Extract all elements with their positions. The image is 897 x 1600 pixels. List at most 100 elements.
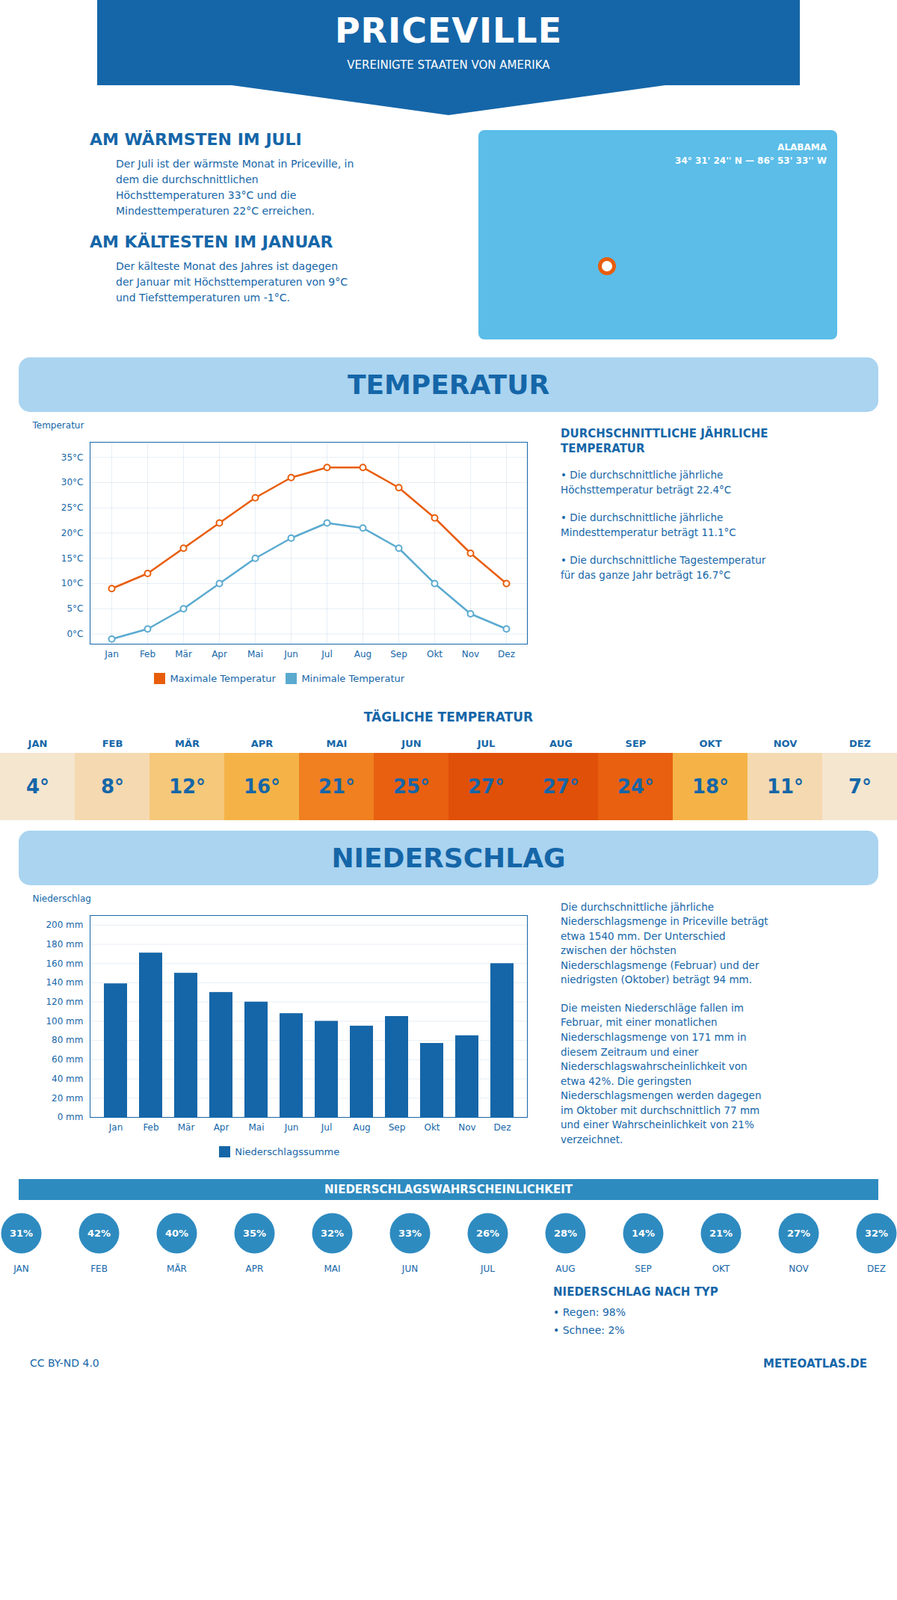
svg-text:FEB: FEB (90, 1263, 108, 1274)
html-text:Der kälteste Monat des Jahres: Der kälteste Monat des Jahres ist dagege… (115, 260, 348, 304)
svg-text:JUL: JUL (479, 1263, 495, 1274)
svg-text:JAN: JAN (27, 737, 48, 749)
svg-text:Sep: Sep (390, 648, 408, 660)
svg-text:80 mm: 80 mm (51, 1034, 83, 1046)
svg-text:DEZ: DEZ (849, 737, 871, 749)
svg-text:10°C: 10°C (61, 577, 84, 589)
svg-text:Jan: Jan (108, 1121, 124, 1133)
svg-text:Dez: Dez (494, 1121, 512, 1133)
svg-text:Okt: Okt (426, 648, 443, 660)
svg-text:OKT: OKT (712, 1263, 731, 1274)
svg-text:33%: 33% (398, 1227, 422, 1239)
svg-text:Jan: Jan (103, 648, 119, 660)
svg-text:20 mm: 20 mm (51, 1092, 83, 1103)
svg-text:42%: 42% (87, 1227, 111, 1239)
svg-text:AUG: AUG (549, 737, 573, 749)
svg-text:DEZ: DEZ (867, 1263, 886, 1274)
svg-text:16°: 16° (243, 774, 281, 797)
svg-text:12°: 12° (168, 774, 206, 797)
svg-text:MÄR: MÄR (166, 1262, 187, 1274)
svg-text:SEP: SEP (625, 737, 647, 749)
svg-text:27°: 27° (542, 774, 580, 797)
svg-text:Jun: Jun (283, 648, 299, 660)
svg-text:0°C: 0°C (66, 628, 83, 640)
svg-text:Apr: Apr (213, 1121, 230, 1133)
svg-text:Jul: Jul (320, 1121, 332, 1133)
html-text:Die meisten Niederschläge fall: Die meisten Niederschläge fallen im Febr… (560, 1001, 762, 1146)
svg-text:60 mm: 60 mm (51, 1053, 83, 1065)
svg-text:JUN: JUN (401, 1263, 418, 1274)
svg-text:27%: 27% (787, 1227, 811, 1239)
svg-text:Temperatur: Temperatur (32, 420, 85, 431)
svg-text:32%: 32% (320, 1227, 344, 1239)
svg-text:JUN: JUN (400, 737, 421, 749)
svg-text:APR: APR (245, 1263, 264, 1274)
svg-text:27°: 27° (467, 774, 505, 797)
svg-text:SEP: SEP (634, 1263, 652, 1274)
svg-text:35%: 35% (242, 1227, 267, 1239)
svg-text:25°: 25° (393, 774, 430, 797)
svg-text:7°: 7° (848, 774, 872, 797)
svg-text:Apr: Apr (211, 648, 228, 660)
svg-text:26%: 26% (476, 1227, 500, 1239)
svg-text:MÄR: MÄR (174, 737, 200, 749)
html-text:NIEDERSCHLAG: NIEDERSCHLAG (331, 842, 566, 873)
svg-text:Aug: Aug (354, 648, 372, 660)
svg-text:Jun: Jun (284, 1121, 299, 1133)
svg-text:Okt: Okt (423, 1121, 440, 1133)
svg-text:120 mm: 120 mm (45, 996, 83, 1007)
svg-text:Niederschlag: Niederschlag (32, 893, 92, 904)
svg-text:140 mm: 140 mm (45, 976, 83, 988)
svg-text:40%: 40% (165, 1227, 189, 1239)
svg-text:NOV: NOV (788, 1263, 809, 1274)
svg-text:Mär: Mär (174, 648, 193, 660)
svg-text:0 mm: 0 mm (57, 1111, 84, 1122)
svg-text:AUG: AUG (555, 1263, 575, 1274)
svg-text:Nov: Nov (461, 648, 480, 660)
html-text:PRICEVILLE: PRICEVILLE (334, 10, 563, 51)
svg-text:JAN: JAN (12, 1263, 30, 1274)
svg-text:14%: 14% (631, 1227, 655, 1239)
svg-text:21°: 21° (318, 774, 356, 797)
svg-text:Feb: Feb (139, 648, 156, 660)
svg-text:Sep: Sep (388, 1121, 406, 1133)
html-text:TEMPERATUR: TEMPERATUR (347, 369, 550, 400)
html-text:Die durchschnittliche jährlich: Die durchschnittliche jährliche Niedersc… (560, 900, 769, 986)
svg-text:8°: 8° (100, 774, 125, 797)
svg-text:25°C: 25°C (61, 502, 84, 513)
svg-text:35°C: 35°C (61, 452, 84, 463)
svg-text:Nov: Nov (458, 1121, 476, 1133)
svg-text:11°: 11° (766, 774, 804, 797)
svg-text:100 mm: 100 mm (45, 1015, 83, 1026)
svg-text:200 mm: 200 mm (45, 919, 83, 930)
svg-text:20°C: 20°C (61, 527, 84, 539)
svg-text:15°C: 15°C (61, 553, 84, 564)
svg-text:18°: 18° (692, 774, 729, 797)
svg-text:Feb: Feb (142, 1121, 159, 1133)
svg-text:MAI: MAI (326, 737, 348, 749)
svg-text:NOV: NOV (773, 737, 798, 749)
svg-text:JUL: JUL (476, 737, 496, 749)
html-text:Der Juli ist der wärmste Monat: Der Juli ist der wärmste Monat in Pricev… (115, 157, 354, 217)
svg-text:FEB: FEB (102, 737, 124, 749)
svg-text:180 mm: 180 mm (45, 938, 83, 949)
svg-text:28%: 28% (553, 1227, 578, 1239)
svg-text:21%: 21% (709, 1227, 733, 1239)
svg-text:Mai: Mai (248, 1121, 264, 1133)
svg-text:APR: APR (251, 737, 274, 749)
svg-text:MAI: MAI (323, 1263, 341, 1274)
svg-text:30°C: 30°C (61, 476, 84, 488)
svg-text:Mär: Mär (177, 1121, 196, 1133)
svg-text:Aug: Aug (352, 1121, 371, 1133)
svg-text:160 mm: 160 mm (45, 957, 83, 969)
svg-text:32%: 32% (864, 1227, 889, 1239)
svg-text:Jul: Jul (320, 648, 332, 660)
svg-text:Mai: Mai (247, 648, 264, 660)
svg-text:Dez: Dez (497, 648, 516, 660)
svg-text:OKT: OKT (699, 737, 723, 749)
svg-text:31%: 31% (9, 1227, 33, 1239)
svg-text:5°C: 5°C (66, 603, 83, 614)
svg-text:40 mm: 40 mm (51, 1072, 83, 1084)
svg-text:4°: 4° (26, 774, 50, 797)
svg-text:24°: 24° (617, 774, 655, 797)
